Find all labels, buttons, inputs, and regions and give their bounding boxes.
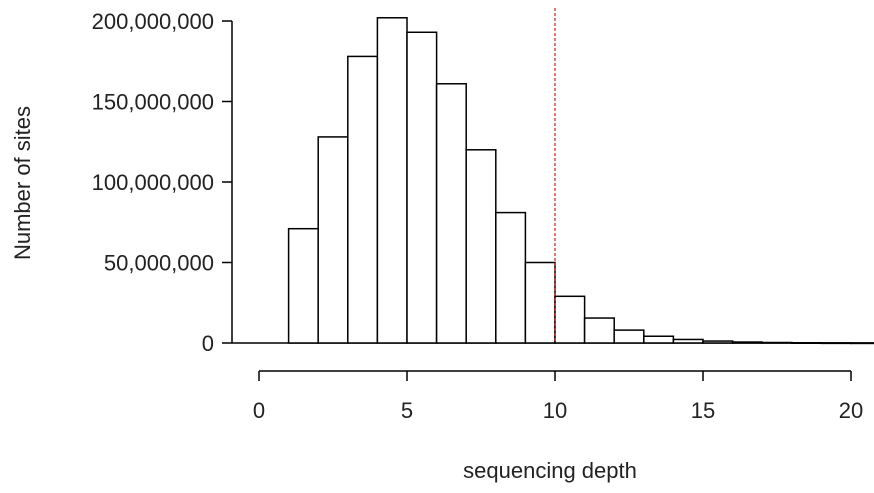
histogram-bar — [554, 295, 586, 344]
histogram-bar — [317, 136, 349, 344]
x-axis-label: sequencing depth — [463, 458, 637, 483]
histogram-bar — [376, 17, 408, 344]
histogram-bar — [672, 338, 704, 344]
histogram-bar — [287, 227, 319, 344]
histogram-bar — [524, 261, 556, 344]
histogram-bar — [465, 149, 497, 344]
histogram-bar — [731, 341, 763, 344]
x-tick-label: 0 — [253, 398, 265, 423]
histogram-bar — [406, 31, 438, 344]
histogram-bar — [583, 317, 615, 344]
histogram-bar — [435, 83, 467, 344]
histogram-bar — [850, 342, 874, 345]
histogram-bar — [495, 211, 527, 344]
histogram-bar — [761, 341, 793, 344]
y-tick-label: 150,000,000 — [92, 90, 214, 115]
y-tick-label: 100,000,000 — [92, 170, 214, 195]
histogram-bar — [643, 335, 675, 344]
x-axis: 0 5 10 15 20 — [253, 370, 863, 423]
y-axis: 0 50,000,000 100,000,000 150,000,000 200,000… — [92, 9, 233, 356]
y-axis-label: Number of sites — [10, 106, 35, 260]
x-tick-label: 20 — [839, 398, 863, 423]
y-tick-label: 0 — [202, 331, 214, 356]
histogram-bar — [702, 340, 734, 344]
x-tick-label: 15 — [691, 398, 715, 423]
histogram-bar — [820, 342, 852, 345]
x-tick-label: 10 — [543, 398, 567, 423]
x-tick-label: 5 — [401, 398, 413, 423]
histogram-bar — [613, 329, 645, 344]
plot-area — [232, 8, 874, 345]
y-tick-label: 200,000,000 — [92, 9, 214, 34]
y-tick-label: 50,000,000 — [104, 251, 214, 276]
histogram-bar — [347, 55, 379, 344]
histogram-bar — [791, 342, 823, 345]
